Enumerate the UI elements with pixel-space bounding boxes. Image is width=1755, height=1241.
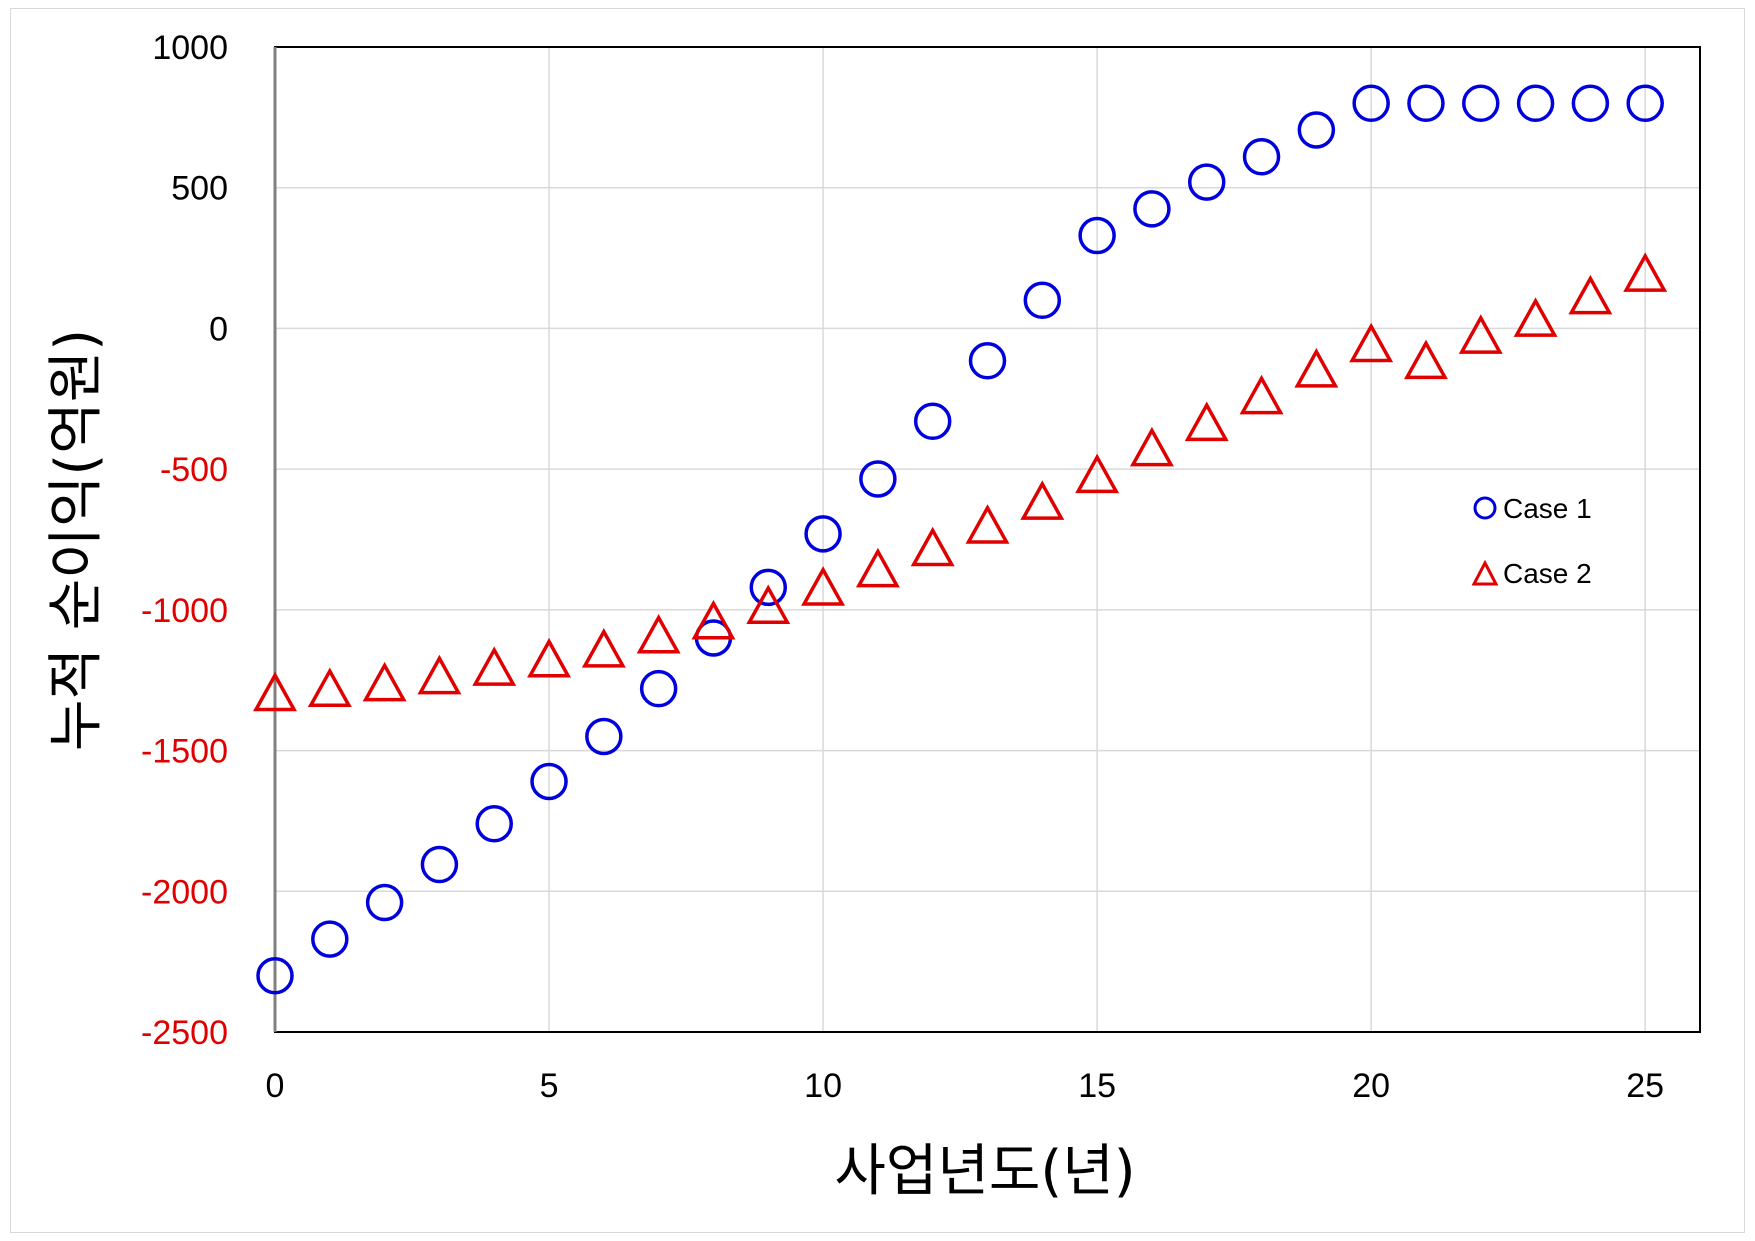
data-point-case-2 [691, 599, 736, 640]
data-point-case-1 [365, 883, 404, 922]
data-point-case-1 [1516, 84, 1555, 123]
legend-label-case-1: Case 1 [1503, 493, 1592, 524]
data-point-case-2 [1239, 374, 1284, 415]
data-point-case-1 [1078, 216, 1116, 255]
data-point-case-2 [636, 613, 681, 654]
data-point-case-1 [749, 568, 788, 607]
data-point-case-1 [530, 762, 568, 801]
chart-frame [10, 8, 1745, 1233]
x-tick-labels: 0 5 10 15 20 25 [266, 1067, 1665, 1105]
data-point-case-1 [859, 460, 897, 498]
data-point-case-2 [1129, 426, 1174, 467]
data-point-case-1 [1407, 84, 1445, 123]
y-tick-label: -1000 [141, 592, 228, 630]
data-point-case-2 [1294, 348, 1339, 388]
data-point-case-2 [362, 661, 407, 702]
grid [275, 47, 1700, 1032]
series-layer [253, 84, 1668, 995]
y-axis-title: 누적 순이익(억원) [44, 329, 109, 751]
data-point-case-2 [307, 667, 352, 708]
data-point-case-1 [1187, 163, 1226, 201]
data-point-case-2 [1458, 314, 1503, 354]
series-1 [256, 84, 1664, 995]
legend: Case 1 Case 2 [1471, 493, 1592, 589]
data-point-case-2 [965, 504, 1010, 544]
data-point-case-1 [1133, 190, 1171, 228]
data-point-case-2 [581, 628, 626, 668]
x-axis-title: 사업년도(년) [834, 1139, 1135, 1204]
x-tick-label: 15 [1078, 1067, 1116, 1105]
y-tick-labels: 1000 500 0 -500 -1000 -1500 -2000 -2500 [141, 29, 228, 1052]
data-point-case-1 [1352, 84, 1390, 123]
data-point-case-2 [253, 671, 297, 712]
legend-marker-case-2 [1471, 559, 1499, 586]
data-point-case-1 [1571, 84, 1610, 123]
data-point-case-2 [910, 526, 955, 567]
data-point-case-1 [585, 717, 623, 756]
data-point-case-2 [1184, 401, 1229, 442]
data-point-case-2 [746, 584, 791, 624]
x-tick-label: 0 [266, 1067, 285, 1105]
data-point-case-1 [475, 804, 513, 843]
data-point-case-2 [1623, 252, 1668, 292]
data-point-case-2 [472, 646, 517, 686]
y-tick-label: -1500 [141, 733, 228, 771]
x-tick-label: 20 [1352, 1067, 1390, 1105]
data-point-case-2 [417, 654, 462, 695]
data-point-case-1 [420, 845, 459, 884]
data-point-case-1 [311, 920, 349, 958]
series-2 [253, 252, 1668, 712]
y-tick-label: 0 [209, 310, 228, 348]
x-tick-label: 10 [804, 1067, 842, 1105]
data-point-case-2 [1568, 274, 1613, 315]
data-point-case-1 [1242, 138, 1281, 176]
y-tick-label: -500 [160, 451, 228, 489]
data-point-case-2 [801, 566, 846, 606]
data-point-case-2 [1020, 480, 1065, 520]
y-tick-label: 500 [171, 170, 228, 208]
y-tick-label: -2000 [141, 873, 228, 911]
x-tick-label: 5 [540, 1067, 559, 1105]
data-point-case-2 [1349, 322, 1394, 363]
plot-area [274, 46, 1701, 1033]
data-point-case-1 [968, 342, 1007, 380]
data-point-case-2 [855, 547, 900, 588]
data-point-case-1 [1626, 84, 1664, 123]
data-point-case-1 [256, 956, 294, 995]
data-point-case-1 [639, 669, 678, 708]
data-point-case-1 [1462, 84, 1500, 123]
data-point-case-1 [913, 402, 952, 441]
data-point-case-1 [1023, 281, 1062, 320]
data-point-case-1 [804, 515, 842, 553]
y-tick-label: -2500 [141, 1014, 228, 1052]
legend-marker-case-1 [1473, 496, 1497, 520]
data-point-case-1 [1297, 111, 1336, 149]
data-point-case-2 [527, 637, 572, 678]
y-tick-label: 1000 [152, 29, 228, 67]
data-point-case-2 [1403, 339, 1448, 380]
data-point-case-2 [1075, 453, 1120, 494]
legend-label-case-2: Case 2 [1503, 558, 1592, 589]
data-point-case-2 [1513, 297, 1558, 337]
x-tick-label: 25 [1626, 1067, 1664, 1105]
